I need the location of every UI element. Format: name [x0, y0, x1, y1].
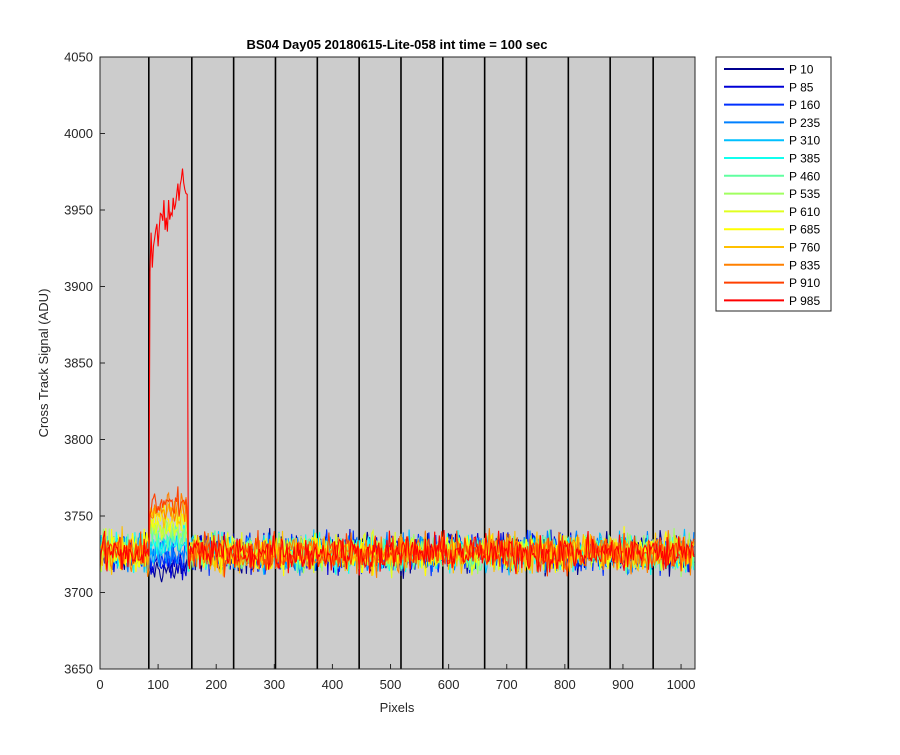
legend-label: P 760	[789, 241, 820, 255]
legend-label: P 10	[789, 63, 814, 77]
legend-label: P 610	[789, 205, 820, 219]
x-tick-label: 100	[147, 677, 169, 692]
x-tick-label: 500	[380, 677, 402, 692]
y-tick-label: 3800	[64, 432, 93, 447]
legend-label: P 460	[789, 169, 820, 183]
x-axis-ticks: 0 100 200 300 400 500 600 700 800 900 1000	[96, 664, 696, 692]
x-axis-label: Pixels	[380, 700, 415, 715]
legend: P 10 P 85 P 160 P 235 P 310 P 385 P 460 P 535 P …	[715, 56, 832, 312]
legend-label: P 235	[789, 116, 820, 130]
y-axis-label: Cross Track Signal (ADU)	[36, 289, 51, 438]
y-tick-label: 4000	[64, 126, 93, 141]
x-tick-label: 400	[322, 677, 344, 692]
x-tick-label: 1000	[667, 677, 696, 692]
legend-label: P 685	[789, 223, 820, 237]
x-tick-label: 700	[496, 677, 518, 692]
series-lines	[99, 168, 695, 583]
x-tick-label: 300	[263, 677, 285, 692]
legend-items: P 10 P 85 P 160 P 235 P 310 P 385 P 460 P 535 P …	[724, 63, 820, 308]
x-tick-label: 200	[205, 677, 227, 692]
plot-background	[100, 57, 695, 669]
y-tick-label: 3950	[64, 203, 93, 218]
x-tick-label: 900	[612, 677, 634, 692]
legend-box	[715, 56, 832, 312]
legend-label: P 910	[789, 276, 820, 290]
x-tick-label: 600	[438, 677, 460, 692]
x-tick-label: 800	[554, 677, 576, 692]
y-tick-label: 4050	[64, 50, 93, 65]
x-tick-label: 0	[96, 677, 103, 692]
legend-label: P 985	[789, 294, 820, 308]
y-tick-label: 3700	[64, 585, 93, 600]
series-line-p-985	[99, 168, 695, 576]
y-tick-label: 3900	[64, 279, 93, 294]
legend-label: P 310	[789, 134, 820, 148]
legend-label: P 535	[789, 187, 820, 201]
legend-label: P 85	[789, 80, 814, 94]
y-tick-label: 3650	[64, 662, 93, 677]
legend-label: P 385	[789, 152, 820, 166]
legend-label: P 835	[789, 258, 820, 272]
chart-title: BS04 Day05 20180615-Lite-058 int time = …	[247, 37, 548, 52]
y-tick-label: 3850	[64, 356, 93, 371]
y-axis-ticks: 3650 3700 3750 3800 3850 3900 3950 4000 4050	[64, 50, 105, 677]
y-tick-label: 3750	[64, 509, 93, 524]
legend-label: P 160	[789, 98, 820, 112]
